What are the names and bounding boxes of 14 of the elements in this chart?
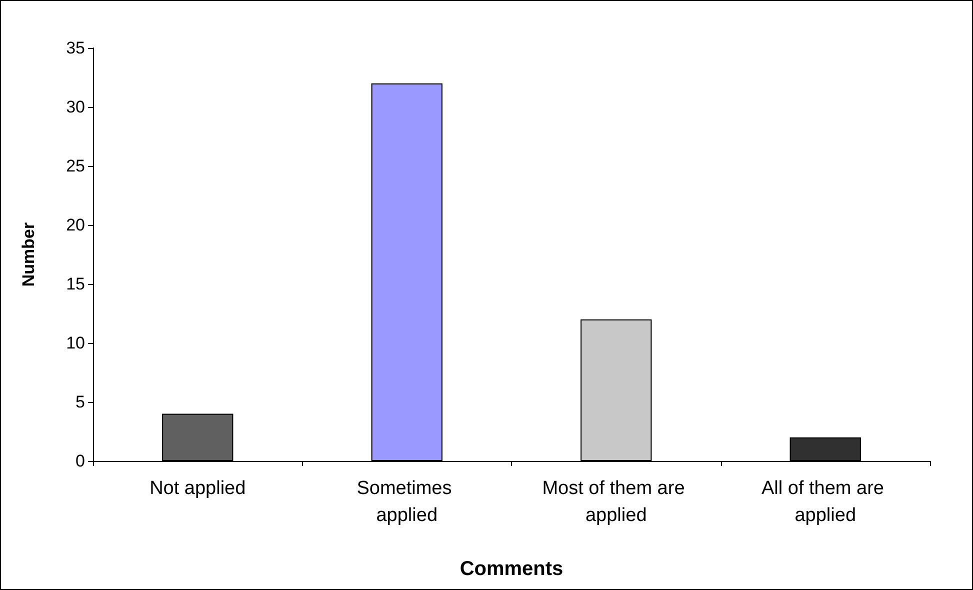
y-tick-label: 30	[66, 98, 85, 116]
x-tick-label: Most of them are applied	[542, 478, 690, 526]
y-tick-label: 35	[66, 38, 85, 58]
y-tick-label: 20	[66, 216, 85, 234]
y-tick-label: 15	[66, 274, 85, 294]
x-tick-label: Sometimes applied	[356, 478, 458, 526]
y-axis-title: Number	[19, 222, 38, 287]
y-tick-label: 0	[76, 452, 85, 470]
x-axis-title: Comments	[460, 558, 564, 580]
y-tick-label: 5	[76, 392, 85, 412]
y-tick-label: 25	[66, 156, 85, 176]
x-tick-label: Not applied	[150, 478, 246, 499]
x-tick-label: All of them are applied	[761, 478, 890, 526]
y-tick-label: 10	[66, 334, 85, 352]
